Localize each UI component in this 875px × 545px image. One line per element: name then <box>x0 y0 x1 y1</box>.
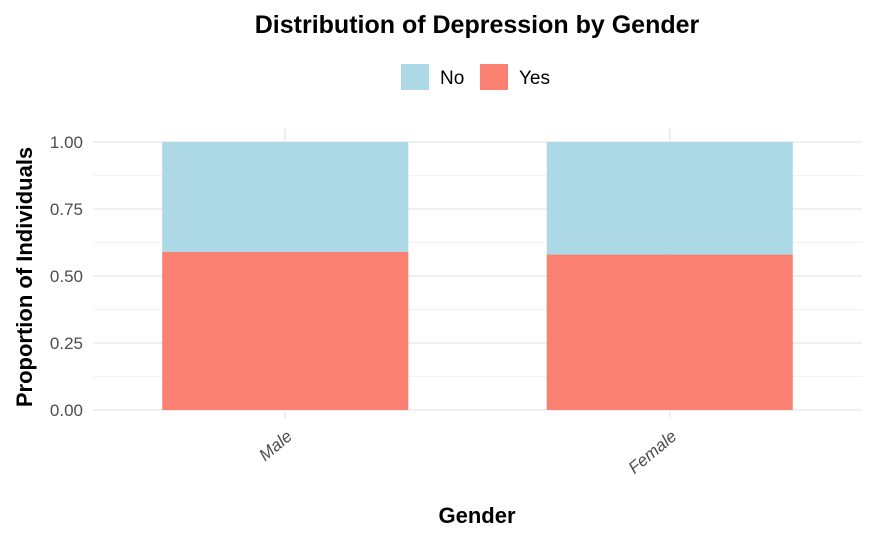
bar-male-yes <box>162 251 409 410</box>
y-axis-ticks: 0.00 0.25 0.50 0.75 1.00 <box>50 133 83 420</box>
legend-key-yes <box>480 64 508 90</box>
y-tick-label: 1.00 <box>50 133 83 152</box>
bar-male-no <box>162 142 409 252</box>
y-tick-label: 0.75 <box>50 200 83 219</box>
y-axis-title: Proportion of Individuals <box>12 147 37 407</box>
chart-title: Distribution of Depression by Gender <box>255 11 700 39</box>
y-tick-label: 0.25 <box>50 334 83 353</box>
x-axis-ticks: Male Female <box>255 427 680 478</box>
x-axis-title: Gender <box>438 503 515 528</box>
legend-label-no: No <box>440 68 464 89</box>
x-tick-label: Male <box>255 427 295 465</box>
y-tick-label: 0.00 <box>50 401 83 420</box>
bar-female-yes <box>546 254 793 410</box>
legend-label-yes: Yes <box>519 68 550 89</box>
legend: No Yes <box>401 64 550 90</box>
y-tick-label: 0.50 <box>50 267 83 286</box>
bars <box>162 142 793 410</box>
bar-female-no <box>546 142 793 255</box>
legend-key-no <box>401 64 429 90</box>
x-tick-label: Female <box>625 427 681 478</box>
